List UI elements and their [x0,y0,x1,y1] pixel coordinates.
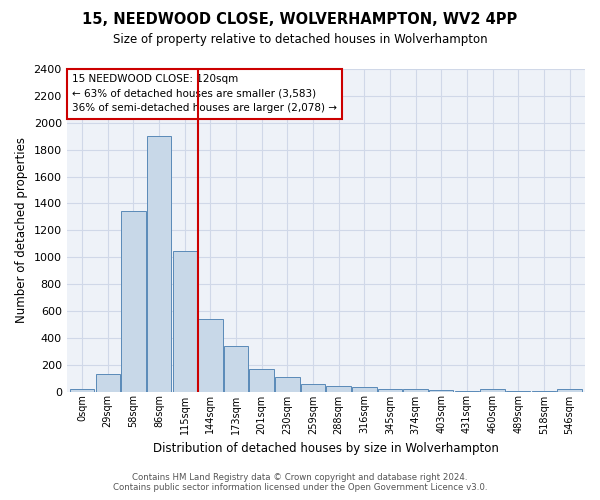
Text: Contains HM Land Registry data © Crown copyright and database right 2024.
Contai: Contains HM Land Registry data © Crown c… [113,473,487,492]
Y-axis label: Number of detached properties: Number of detached properties [15,138,28,324]
Bar [378,389,402,392]
Bar [557,390,582,392]
Bar [506,391,530,392]
Bar [403,390,428,392]
Text: Size of property relative to detached houses in Wolverhampton: Size of property relative to detached ho… [113,32,487,46]
Bar [95,374,120,392]
Bar [147,136,171,392]
Text: 15 NEEDWOOD CLOSE: 120sqm
← 63% of detached houses are smaller (3,583)
36% of se: 15 NEEDWOOD CLOSE: 120sqm ← 63% of detac… [72,74,337,114]
Bar [532,391,556,392]
Bar [250,370,274,392]
Bar [224,346,248,392]
Bar [121,212,146,392]
Bar [198,319,223,392]
Bar [326,386,351,392]
Bar [429,390,454,392]
X-axis label: Distribution of detached houses by size in Wolverhampton: Distribution of detached houses by size … [153,442,499,455]
Bar [275,376,299,392]
Text: 15, NEEDWOOD CLOSE, WOLVERHAMPTON, WV2 4PP: 15, NEEDWOOD CLOSE, WOLVERHAMPTON, WV2 4… [82,12,518,28]
Bar [173,251,197,392]
Bar [455,391,479,392]
Bar [352,388,377,392]
Bar [70,390,94,392]
Bar [301,384,325,392]
Bar [481,390,505,392]
